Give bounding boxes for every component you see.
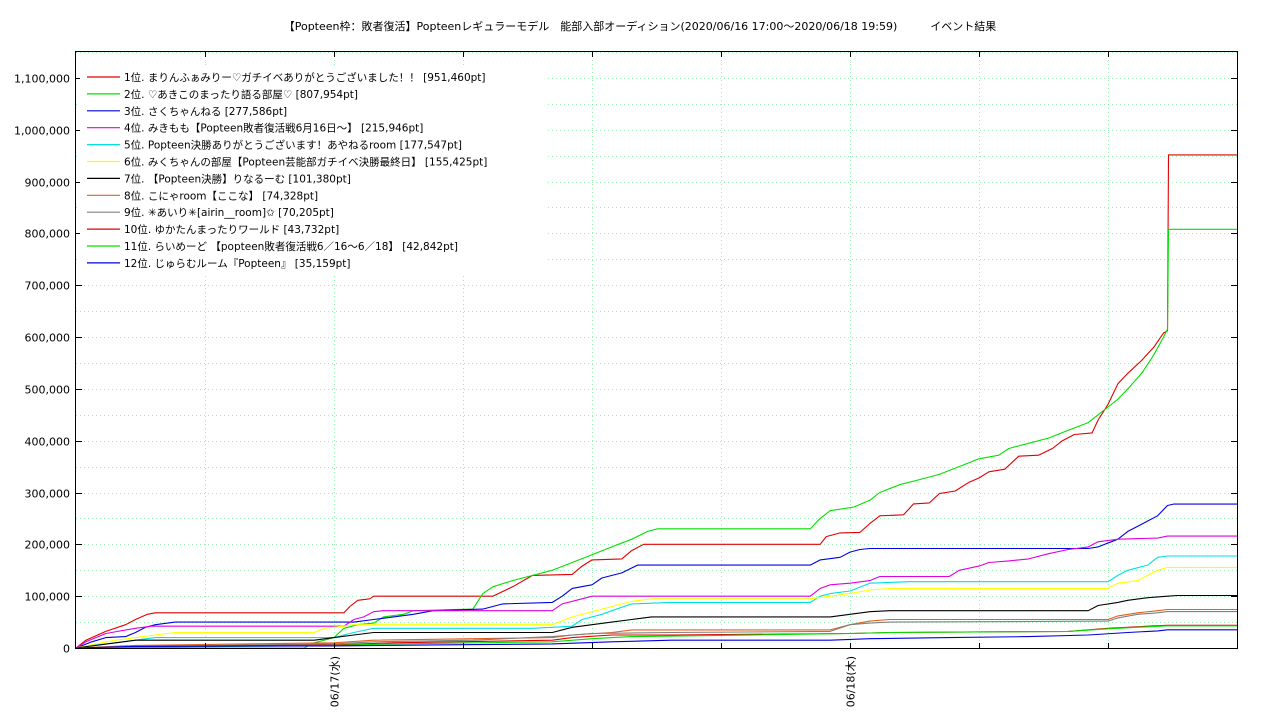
legend-entry: 10位. ゆかたんまったりワールド [43,732pt] — [124, 223, 339, 236]
chart-title: 【Popteen枠：敗者復活】Popteenレギュラーモデル 能部入部オーディシ… — [283, 20, 997, 33]
legend-entry: 7位. 【Popteen決勝】りなるーむ [101,380pt] — [124, 172, 351, 185]
legend-entry: 6位. みくちゃんの部屋【Popteen芸能部ガチイベ決勝最終日】 [155,4… — [124, 156, 487, 169]
series-line-6 — [75, 566, 1237, 649]
grid — [76, 52, 1237, 648]
y-tick-label: 500,000 — [25, 384, 71, 397]
legend-entry: 8位. こにゃroom【ここな】 [74,328pt] — [124, 189, 318, 202]
legend-entry: 11位. らいめーど 【popteen敗者復活戦6／16〜6／18】 [42,8… — [124, 240, 458, 253]
y-tick-label: 300,000 — [25, 488, 71, 501]
series-line-12 — [75, 629, 1237, 649]
x-tick-label: 06/18(木) — [845, 656, 858, 707]
y-tick-label: 1,100,000 — [14, 73, 70, 86]
y-tick-label: 600,000 — [25, 332, 71, 345]
x-tick-label: 06/17(水) — [329, 656, 342, 707]
series-line-4 — [75, 535, 1237, 649]
plot-frame — [75, 51, 1238, 649]
y-tick-label: 900,000 — [25, 177, 71, 190]
legend-entry: 5位. Popteen決勝ありがとうございます！あやねるroom [177,54… — [124, 139, 462, 152]
legend-entry: 1位. まりんふぁみりー♡ガチイベありがとうございました！！ [951,460p… — [124, 71, 486, 84]
axes: 0 100,000 200,000 300,000 400,000 500,000 600,… — [14, 52, 1237, 707]
series-line-3 — [75, 503, 1237, 649]
legend-entry: 3位. さくちゃんねる [277,586pt] — [124, 105, 287, 118]
legend-entry: 4位. みきもも【Popteen敗者復活戦6月16日〜】 [215,946pt] — [124, 122, 423, 135]
series-line-7 — [75, 594, 1237, 649]
legend: 1位. まりんふぁみりー♡ガチイベありがとうございました！！ [951,460p… — [80, 66, 545, 274]
y-tick-label: 700,000 — [25, 280, 71, 293]
y-tick-label: 1,000,000 — [14, 125, 70, 138]
legend-entry: 9位. ✳あいり✳[airin__room]✩ [70,205pt] — [124, 206, 334, 219]
series-line-8 — [75, 608, 1237, 649]
series-line-2 — [76, 228, 1237, 649]
series-line-9 — [75, 611, 1237, 649]
legend-background — [80, 66, 545, 274]
series-line-10 — [75, 624, 1237, 649]
series-line-5 — [75, 555, 1237, 649]
y-tick-label: 400,000 — [25, 436, 71, 449]
series-lines — [75, 154, 1237, 649]
y-tick-label: 200,000 — [25, 539, 71, 552]
y-tick-label: 800,000 — [25, 228, 71, 241]
series-line-1 — [75, 154, 1237, 649]
series-line-11 — [75, 625, 1237, 649]
legend-entry: 12位. じゅらむルーム『Popteen』 [35,159pt] — [124, 257, 351, 270]
legend-entry: 2位. ♡あきこのまったり語る部屋♡ [807,954pt] — [124, 88, 358, 101]
y-tick-label: 100,000 — [25, 591, 71, 604]
y-tick-label: 0 — [63, 643, 70, 656]
